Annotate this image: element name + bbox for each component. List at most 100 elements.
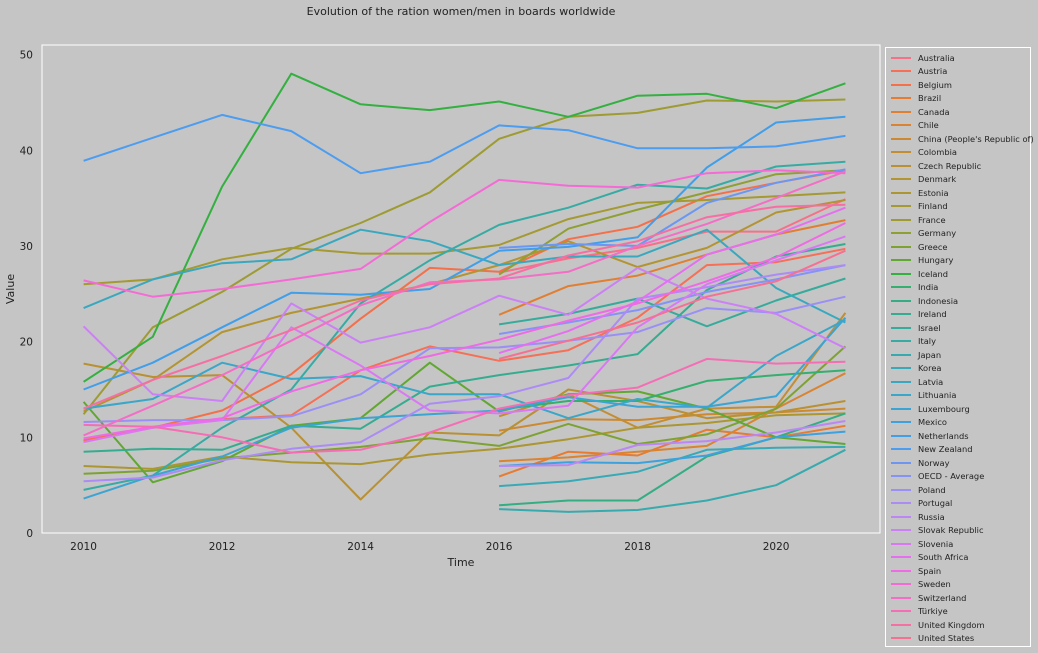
legend-swatch (891, 353, 911, 356)
legend-label: Brazil (918, 93, 942, 104)
series-line (83, 115, 846, 391)
legend-item: Korea (886, 362, 1030, 376)
y-tick-label: 20 (20, 337, 33, 349)
legend: Australia Austria Belgium Brazil Canada Chile… (885, 47, 1034, 647)
x-axis-label: Time (447, 556, 475, 569)
legend-swatch (891, 475, 911, 478)
legend-label: Lithuania (918, 390, 957, 401)
series-line (499, 168, 846, 249)
legend-swatch (891, 367, 911, 370)
series-line (83, 357, 846, 454)
legend-swatch (891, 529, 911, 532)
legend-label: Italy (918, 336, 936, 347)
legend-label: OECD - Average (918, 471, 985, 482)
legend-swatch (891, 340, 911, 343)
legend-item: Austria (886, 65, 1030, 79)
legend-item: Greece (886, 240, 1030, 254)
legend-item: Finland (886, 200, 1030, 214)
legend-swatch (891, 313, 911, 316)
series-line (498, 249, 846, 360)
legend-swatch (891, 434, 911, 437)
series-line (499, 430, 846, 467)
legend-item: New Zealand (886, 443, 1030, 457)
legend-item: South Africa (886, 551, 1030, 565)
y-tick-label: 10 (20, 432, 33, 444)
series-line (83, 228, 846, 324)
legend-label: Iceland (918, 268, 949, 279)
legend-item: Ireland (886, 308, 1030, 322)
legend-item: Poland (886, 483, 1030, 497)
legend-label: Norway (918, 457, 950, 468)
legend-swatch (891, 178, 911, 181)
legend-label: Slovak Republic (918, 525, 984, 536)
legend-label: France (918, 214, 946, 225)
legend-swatch (891, 83, 911, 86)
legend-swatch (891, 623, 911, 626)
y-axis-label: Value (4, 274, 17, 304)
legend-label: Sweden (918, 579, 951, 590)
series-line (498, 206, 846, 355)
legend-label: Estonia (918, 187, 949, 198)
axes-layer: 2010 2012 2014 2016 2018 2020 0 10 20 30 40 50 (20, 50, 790, 553)
legend-swatch (891, 259, 911, 262)
legend-label: Israel (918, 322, 941, 333)
legend-label: Austria (918, 66, 948, 77)
legend-label: Germany (918, 228, 957, 239)
legend-item: Netherlands (886, 429, 1030, 443)
series-line (498, 277, 846, 328)
legend-swatch (891, 70, 911, 73)
legend-label: United States (918, 633, 975, 644)
legend-item: Iceland (886, 267, 1030, 281)
series-line (499, 448, 846, 513)
legend-label: Canada (918, 106, 950, 117)
legend-item: Germany (886, 227, 1030, 241)
series-line (83, 362, 846, 501)
legend-swatch (891, 299, 911, 302)
legend-label: South Africa (918, 552, 969, 563)
legend-item: Russia (886, 510, 1030, 524)
legend-label: Belgium (918, 79, 953, 90)
legend-item: Mexico (886, 416, 1030, 430)
chart-title: Evolution of the ration women/men in boa… (307, 5, 616, 18)
legend-swatch (891, 542, 911, 545)
legend-swatch (891, 151, 911, 154)
y-tick-label: 0 (26, 528, 33, 540)
legend-item: United States (886, 632, 1030, 646)
series-line (499, 420, 846, 467)
legend-item: Spain (886, 564, 1030, 578)
legend-swatch (891, 583, 911, 586)
legend-swatch (891, 326, 911, 329)
legend-label: Portugal (918, 498, 953, 509)
legend-swatch (891, 556, 911, 559)
legend-swatch (891, 407, 911, 410)
legend-swatch (891, 191, 911, 194)
series-line (83, 199, 846, 413)
legend-swatch (891, 394, 911, 397)
legend-label: Poland (918, 484, 946, 495)
legend-item: Czech Republic (886, 159, 1030, 173)
legend-label: Australia (918, 52, 955, 63)
legend-swatch (891, 286, 911, 289)
legend-label: Hungary (918, 255, 954, 266)
legend-label: Spain (918, 565, 942, 576)
legend-item: Japan (886, 348, 1030, 362)
legend-label: Netherlands (918, 430, 969, 441)
legend-item: China (People's Republic of) (886, 132, 1034, 146)
series-layer (82, 72, 847, 513)
series-line (499, 372, 846, 463)
legend-item: Türkiye (886, 605, 1030, 619)
legend-label: Luxembourg (918, 403, 970, 414)
legend-label: Switzerland (918, 592, 967, 603)
legend-item: Luxembourg (886, 402, 1030, 416)
x-tick-label: 2010 (70, 541, 97, 553)
x-tick-label: 2016 (486, 541, 513, 553)
legend-swatch (891, 502, 911, 505)
y-tick-label: 50 (20, 50, 33, 62)
legend-swatch (891, 515, 911, 518)
legend-swatch (891, 245, 911, 248)
legend-swatch (891, 569, 911, 572)
legend-swatch (891, 380, 911, 383)
legend-label: Slovenia (918, 538, 954, 549)
legend-item: Australia (886, 51, 1030, 65)
